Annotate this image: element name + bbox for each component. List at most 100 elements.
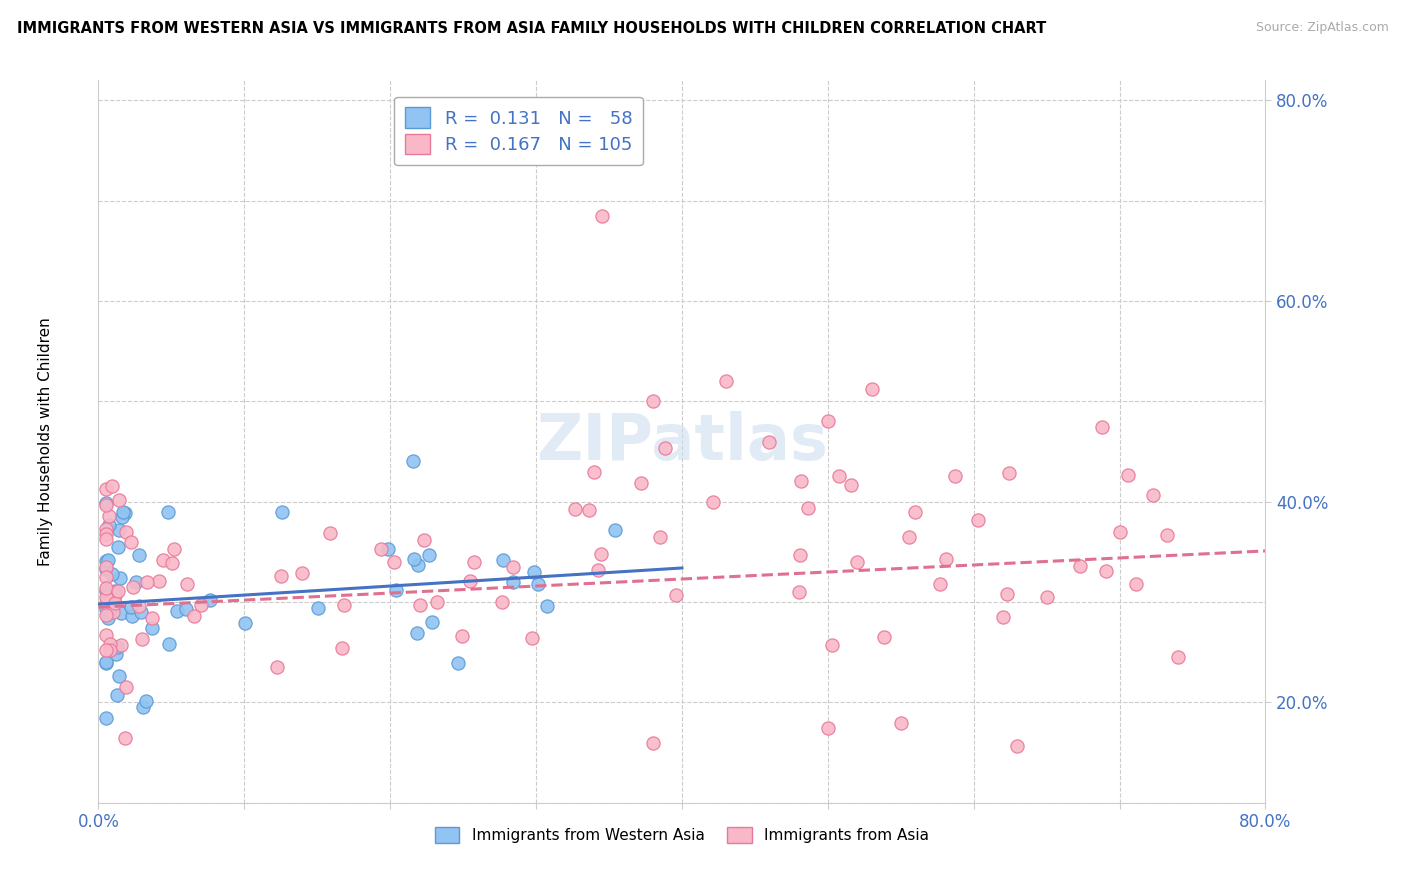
Point (120, 599, 142, 614)
Point (135, 693, 157, 707)
Point (104, 588, 127, 602)
Point (131, 632, 153, 646)
Point (789, 548, 811, 562)
Point (141, 611, 163, 625)
Point (129, 605, 152, 619)
Point (94, 527, 117, 541)
Point (152, 552, 174, 566)
Point (817, 414, 839, 428)
Point (107, 584, 129, 599)
Point (198, 593, 221, 607)
Point (873, 630, 896, 644)
Point (502, 559, 524, 574)
Point (110, 607, 132, 621)
Point (665, 588, 688, 602)
Point (928, 577, 950, 591)
Point (112, 505, 135, 519)
Point (408, 558, 430, 572)
Point (898, 530, 921, 544)
Point (402, 453, 425, 467)
Point (402, 551, 425, 566)
Point (120, 534, 142, 549)
Point (97, 553, 120, 567)
Point (105, 688, 128, 702)
Point (1116, 468, 1139, 483)
Point (104, 596, 127, 610)
Point (107, 540, 129, 554)
Point (603, 523, 626, 537)
Point (839, 478, 862, 492)
Point (271, 504, 294, 518)
Point (536, 599, 558, 614)
Point (101, 566, 124, 581)
Point (797, 501, 820, 516)
Point (94, 655, 117, 669)
Point (409, 598, 432, 612)
Point (148, 574, 170, 589)
Point (997, 467, 1019, 481)
Point (702, 495, 724, 509)
Point (591, 209, 613, 223)
Point (121, 609, 143, 624)
Point (564, 502, 586, 516)
Point (333, 598, 356, 612)
Point (94, 590, 117, 604)
Point (291, 566, 314, 581)
Point (131, 700, 153, 714)
Point (714, 375, 737, 389)
Point (114, 507, 136, 521)
Point (94, 554, 117, 568)
Point (141, 621, 163, 635)
Point (121, 580, 143, 594)
Point (157, 637, 180, 651)
Legend: Immigrants from Western Asia, Immigrants from Asia: Immigrants from Western Asia, Immigrants… (429, 822, 935, 849)
Text: Family Households with Children: Family Households with Children (38, 318, 53, 566)
Point (94, 583, 117, 598)
Point (583, 465, 606, 479)
Point (101, 478, 124, 492)
Point (1035, 590, 1057, 604)
Point (94, 532, 117, 546)
Point (420, 615, 443, 629)
Point (846, 555, 869, 569)
Point (1094, 565, 1116, 579)
Point (128, 548, 150, 562)
Point (266, 660, 288, 674)
Point (94, 601, 117, 615)
Point (107, 668, 129, 682)
Point (98, 518, 121, 533)
Point (98, 637, 121, 651)
Point (413, 533, 436, 547)
Point (157, 504, 180, 518)
Point (904, 505, 927, 519)
Point (94, 607, 117, 622)
Point (827, 469, 849, 483)
Point (491, 595, 513, 609)
Point (97, 508, 120, 523)
Point (94, 581, 117, 595)
Point (114, 731, 136, 745)
Point (115, 681, 138, 695)
Point (162, 542, 184, 557)
Point (94, 496, 117, 510)
Point (94, 596, 117, 610)
Point (450, 630, 472, 644)
Text: IMMIGRANTS FROM WESTERN ASIA VS IMMIGRANTS FROM ASIA FAMILY HOUSEHOLDS WITH CHIL: IMMIGRANTS FROM WESTERN ASIA VS IMMIGRAN… (17, 21, 1046, 36)
Point (527, 577, 550, 591)
Point (166, 604, 188, 618)
Point (107, 524, 129, 538)
Point (94, 482, 117, 496)
Point (591, 547, 613, 561)
Point (183, 609, 205, 624)
Point (1142, 487, 1164, 501)
Point (94, 498, 117, 512)
Point (1091, 419, 1114, 434)
Point (991, 610, 1014, 624)
Point (136, 575, 159, 590)
Point (94, 710, 117, 724)
Point (405, 626, 427, 640)
Point (94, 570, 117, 584)
Point (520, 631, 543, 645)
Point (319, 525, 342, 540)
Point (128, 599, 150, 613)
